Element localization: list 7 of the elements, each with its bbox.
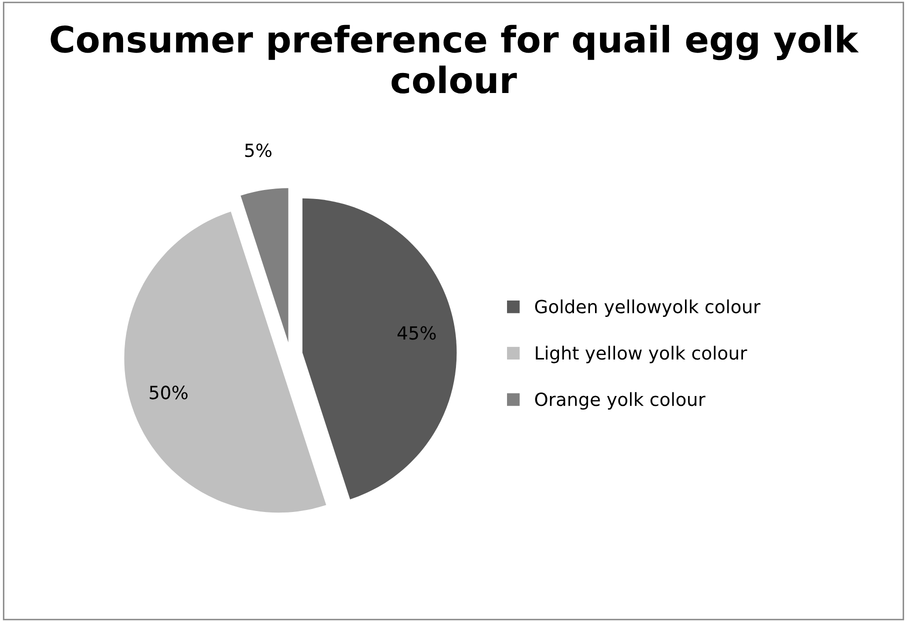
legend-label: Orange yolk colour (535, 392, 706, 410)
data-label: 45% (398, 326, 436, 340)
data-label: 5% (245, 143, 272, 158)
data-label: 50% (150, 386, 188, 400)
legend-label: Light yellow yolk colour (536, 346, 748, 364)
legend-label: Golden yellowyolk colour (535, 299, 760, 317)
chart-title: Consumer preference for quail egg yolk colour (50, 24, 859, 94)
